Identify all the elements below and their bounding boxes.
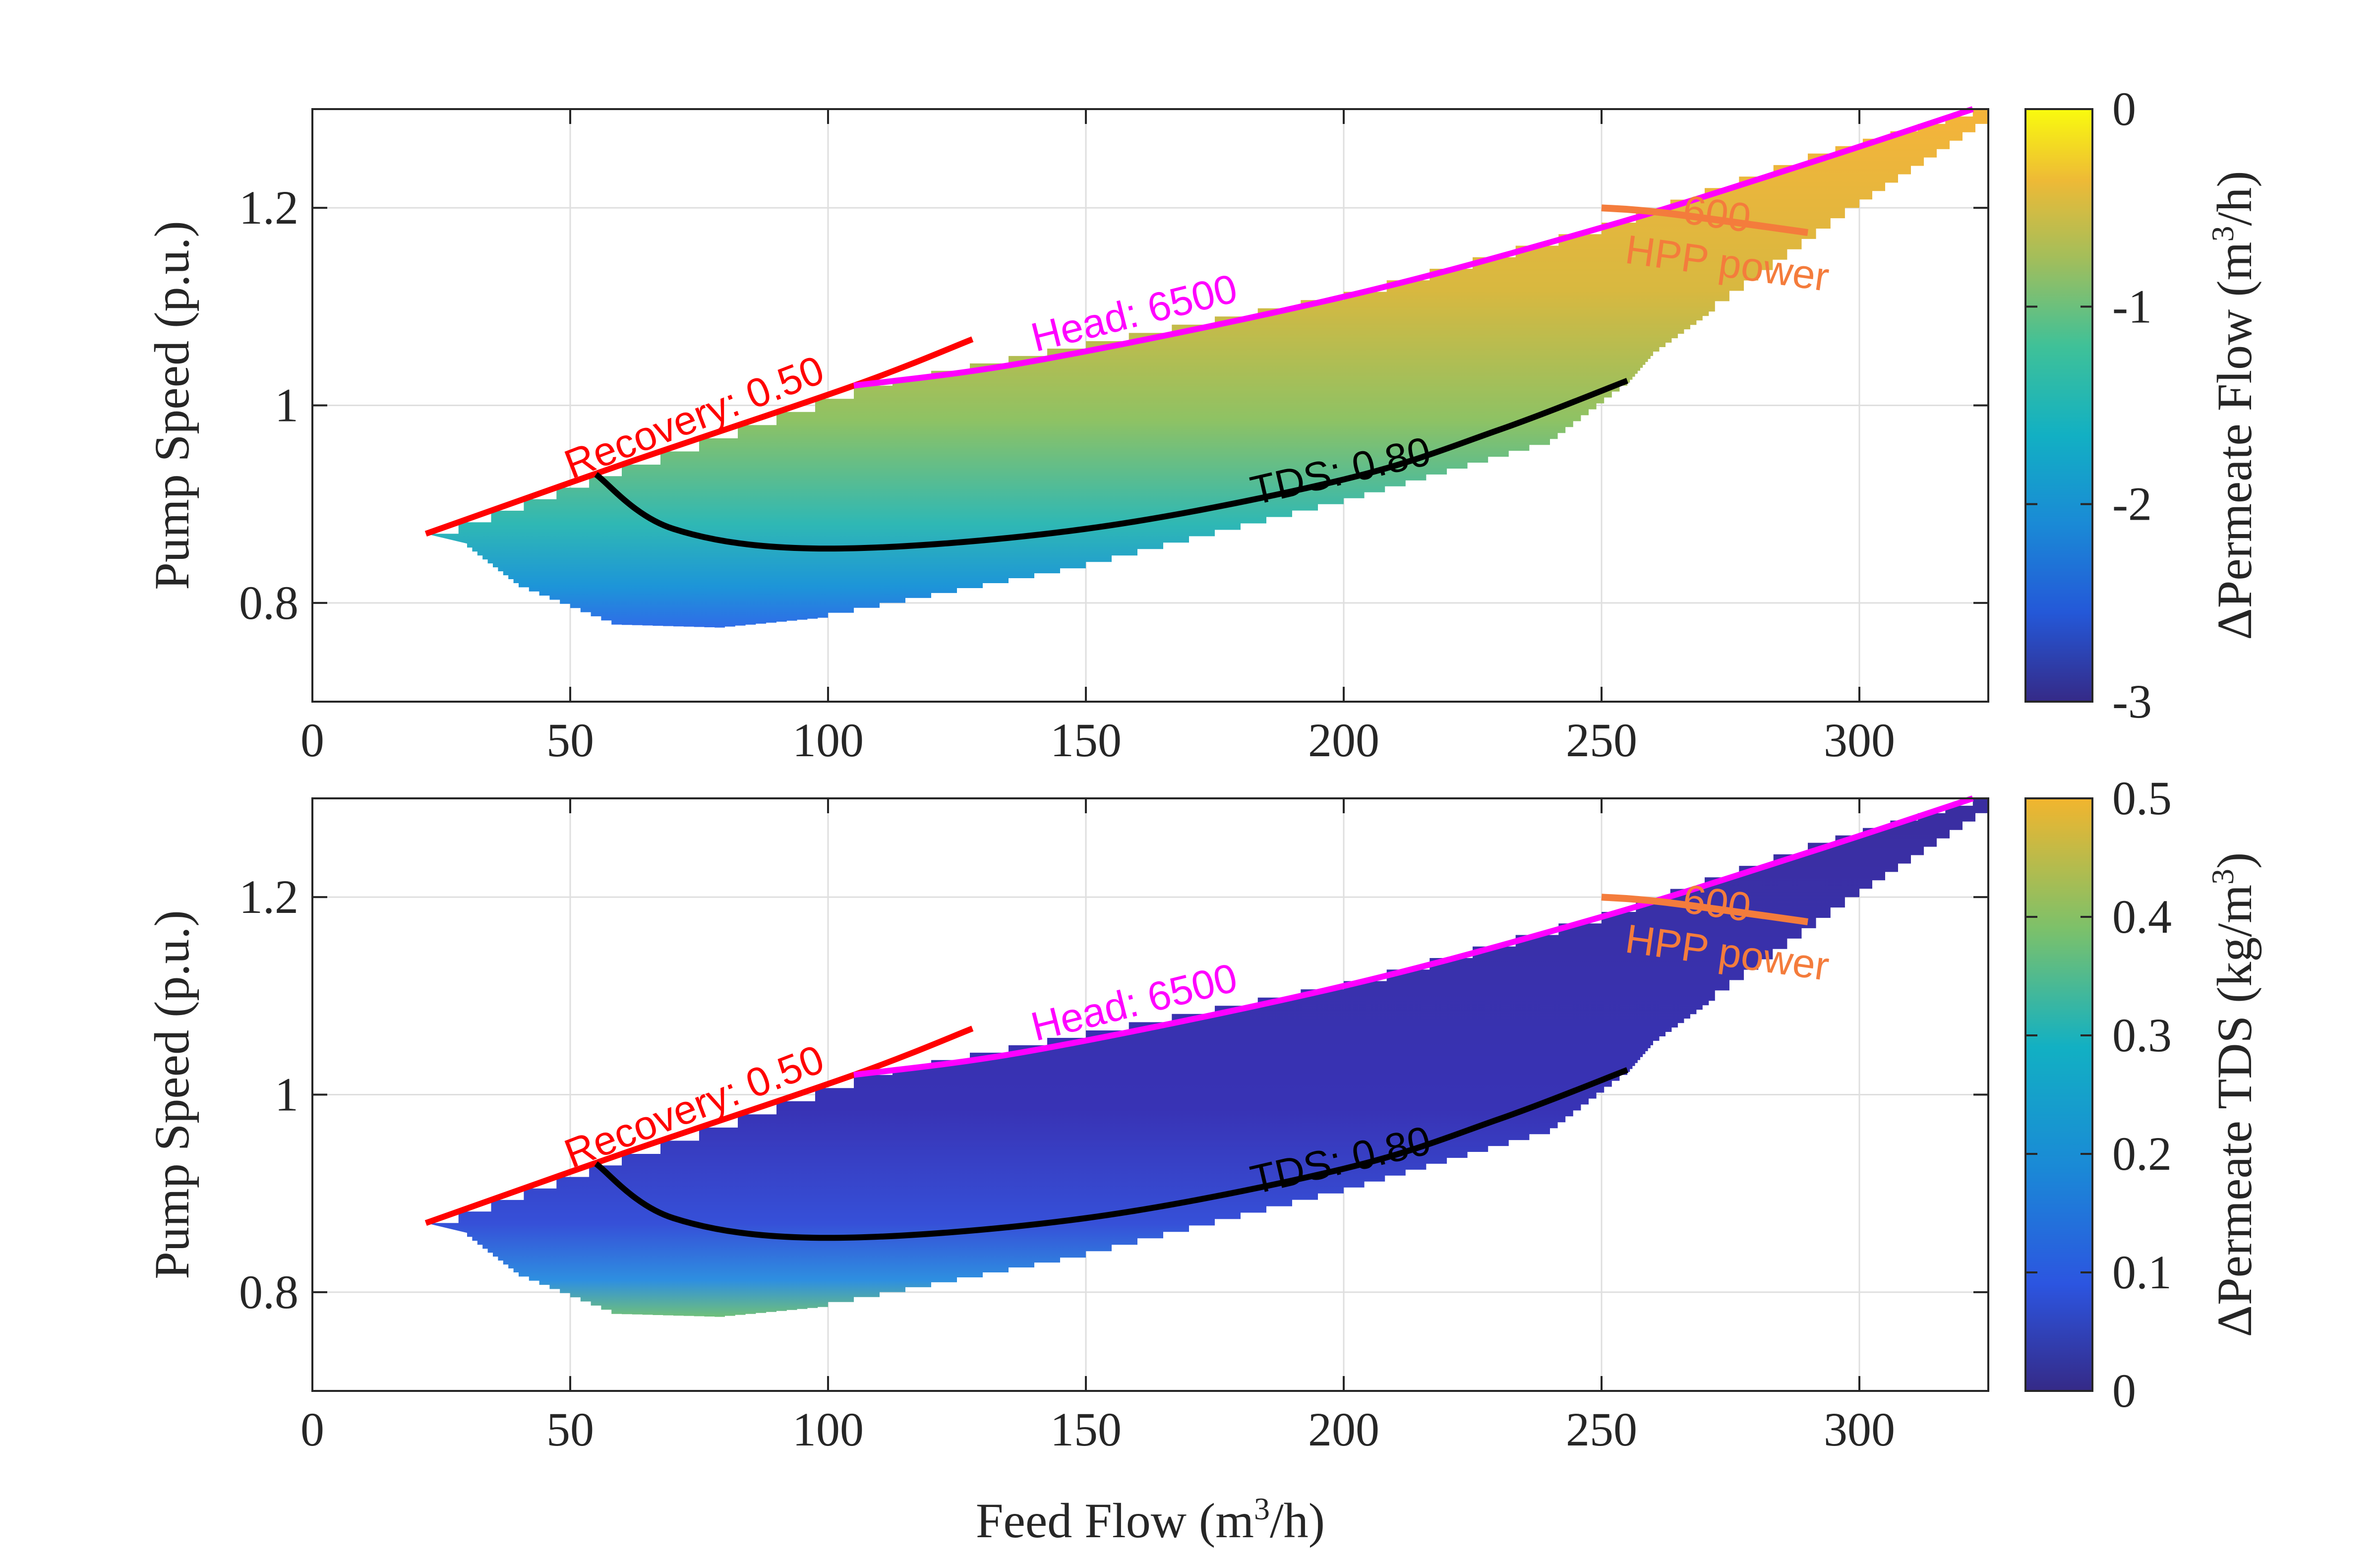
contour-recovery: [424, 1025, 974, 1226]
contour-label-hpp-value: 600: [1680, 876, 1754, 930]
colorbar-tick-label: 0.5: [2112, 772, 2172, 825]
colorbar-label-top: ΔPermeate Flow (m3/h): [2205, 171, 2262, 640]
y-axis-label-bottom: Pump Speed (p.u.): [144, 910, 199, 1279]
contour-hpp-power: [1601, 204, 1808, 236]
y-tick-label: 0.8: [239, 576, 298, 629]
x-ticks-top: 0 50 100 150 200 250 300: [300, 109, 1895, 767]
x-tick-label: 0: [300, 714, 324, 767]
y-ticks-bottom: 0.8 1 1.2: [239, 870, 1988, 1319]
contour-head: [853, 795, 1974, 1078]
x-tick-label: 100: [792, 714, 864, 767]
colorbar-tick-label: -1: [2112, 280, 2152, 333]
contour-label-hpp-value: 600: [1680, 187, 1754, 241]
x-tick-label: 50: [546, 714, 594, 767]
contour-tds: [594, 1067, 1629, 1241]
colorbar-top: [2024, 108, 2093, 703]
colorbar-tick-label: 0: [2112, 82, 2136, 135]
colorbar-tick-label: -2: [2112, 478, 2152, 531]
x-tick-label: 200: [1308, 1403, 1379, 1456]
x-ticks-bottom: 0 50 100 150 200 250 300: [300, 798, 1895, 1456]
colorbar-tick-label: 0.4: [2112, 890, 2172, 943]
x-tick-label: 300: [1824, 714, 1895, 767]
contour-head: [853, 106, 1974, 389]
colorbar-label-bottom: ΔPermeate TDS (kg/m3): [2205, 852, 2262, 1337]
colorbar-ticks-top: 0 -1 -2 -3: [2025, 82, 2152, 728]
y-tick-label: 1.2: [239, 870, 298, 923]
x-tick-label: 300: [1824, 1403, 1895, 1456]
heatmap-region-top: [425, 109, 1988, 628]
x-tick-label: 250: [1566, 714, 1637, 767]
x-tick-label: 250: [1566, 1403, 1637, 1456]
y-tick-label: 1: [275, 379, 298, 432]
x-tick-label: 150: [1050, 1403, 1122, 1456]
contour-hpp-power: [1601, 894, 1808, 925]
contour-tds: [594, 378, 1629, 552]
y-tick-label: 1.2: [239, 181, 298, 234]
colorbar-tick-label: 0.1: [2112, 1246, 2172, 1299]
x-tick-label: 150: [1050, 714, 1122, 767]
x-tick-label: 0: [300, 1403, 324, 1456]
y-tick-label: 0.8: [239, 1265, 298, 1319]
y-tick-label: 1: [275, 1068, 298, 1121]
colorbar-bottom: [2024, 797, 2093, 1392]
colorbar-tick-label: 0: [2112, 1364, 2136, 1417]
y-axis-label-top: Pump Speed (p.u.): [144, 221, 199, 590]
colorbar-tick-label: 0.3: [2112, 1009, 2172, 1062]
x-axis-label: Feed Flow (m3/h): [976, 1491, 1325, 1548]
heatmap-region-bottom: [425, 798, 1988, 1317]
x-tick-label: 200: [1308, 714, 1379, 767]
y-ticks-top: 0.8 1 1.2: [239, 181, 1988, 629]
x-tick-label: 50: [546, 1403, 594, 1456]
x-tick-label: 100: [792, 1403, 864, 1456]
colorbar-tick-label: 0.2: [2112, 1127, 2172, 1180]
colorbar-tick-label: -3: [2112, 675, 2152, 728]
colorbar-ticks-bottom: 0.5 0.4 0.3 0.2 0.1 0: [2025, 772, 2172, 1417]
contour-recovery: [424, 336, 974, 537]
